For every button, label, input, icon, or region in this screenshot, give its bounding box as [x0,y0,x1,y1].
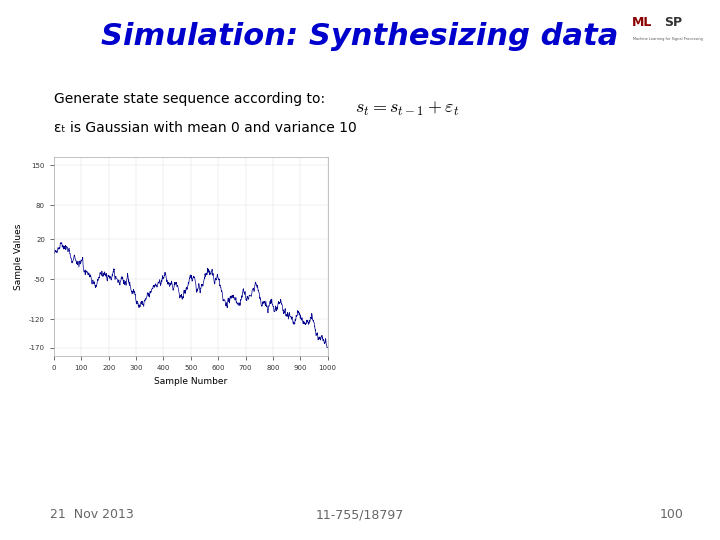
Text: 100: 100 [660,508,684,521]
Text: $s_t = s_{t-1} + \varepsilon_t$: $s_t = s_{t-1} + \varepsilon_t$ [355,100,459,118]
X-axis label: Sample Number: Sample Number [154,377,228,386]
Text: Generate state sequence according to:: Generate state sequence according to: [54,92,325,106]
Text: ML: ML [632,16,652,29]
Text: Machine Learning for Signal Processing: Machine Learning for Signal Processing [634,37,703,41]
Text: 11-755/18797: 11-755/18797 [316,508,404,521]
Text: Simulation: Synthesizing data: Simulation: Synthesizing data [102,22,618,51]
Y-axis label: Sample Values: Sample Values [14,224,24,289]
Text: SP: SP [665,16,683,29]
Text: εₜ is Gaussian with mean 0 and variance 10: εₜ is Gaussian with mean 0 and variance … [54,122,356,136]
Text: 21  Nov 2013: 21 Nov 2013 [50,508,134,521]
